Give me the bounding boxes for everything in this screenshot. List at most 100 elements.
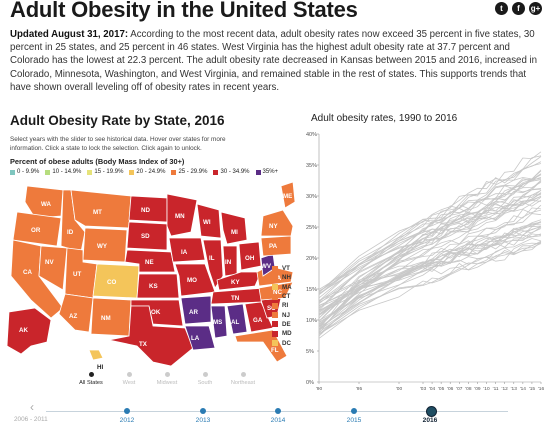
state-series-line <box>318 219 542 322</box>
twitter-icon[interactable]: t <box>495 2 508 15</box>
state-fl[interactable] <box>234 329 288 363</box>
timeline-year-label[interactable]: 2015 <box>346 417 362 424</box>
timeline-year-2013[interactable] <box>200 408 206 414</box>
x-tick-label: '03 <box>420 386 427 392</box>
small-state-item[interactable]: MA <box>272 283 292 292</box>
y-tick-label: 40% <box>306 132 317 138</box>
state-label: NV <box>45 259 54 266</box>
x-tick-label: '15 <box>529 386 536 392</box>
timeline-year-2014[interactable] <box>275 408 281 414</box>
state-la[interactable] <box>184 325 216 351</box>
us-map[interactable]: WA OR CA NV ID MT WY UT CO AZ NM ND SD N… <box>5 180 295 370</box>
state-series-line <box>318 226 542 328</box>
state-ak[interactable] <box>6 307 52 355</box>
legend-item: 10 - 14.9% <box>45 169 81 175</box>
x-tick-label: '16 <box>538 386 545 392</box>
state-tx[interactable] <box>108 305 194 367</box>
state-ar[interactable] <box>180 295 212 325</box>
legend-item: 25 - 29.9% <box>171 169 207 175</box>
state-series-line <box>318 233 542 303</box>
region-south[interactable]: South <box>186 372 224 386</box>
state-label: PA <box>269 243 278 250</box>
y-tick-label: 30% <box>306 194 317 200</box>
region-all-states[interactable]: All States <box>72 372 110 386</box>
state-label: UT <box>73 271 81 278</box>
map-instructions: Select years with the slider to see hist… <box>10 136 226 152</box>
state-mt[interactable] <box>70 189 132 229</box>
state-oh[interactable] <box>238 241 262 271</box>
state-ks[interactable] <box>136 273 180 299</box>
map-legend: 0 - 9.9% 10 - 14.9% 15 - 19.9% 20 - 24.9… <box>10 169 278 175</box>
region-west[interactable]: West <box>110 372 148 386</box>
state-hi[interactable] <box>88 349 104 361</box>
social-links: t f g+ <box>495 2 542 15</box>
google-plus-icon[interactable]: g+ <box>529 2 542 15</box>
state-label: OR <box>31 227 41 234</box>
state-label: ND <box>141 207 150 214</box>
state-label: MO <box>187 277 197 284</box>
state-wi[interactable] <box>196 203 222 239</box>
small-state-item[interactable]: RI <box>272 301 292 310</box>
small-state-item[interactable]: VT <box>272 264 292 273</box>
state-series-line <box>318 199 542 292</box>
state-nm[interactable] <box>90 297 132 337</box>
timeline-year-2012[interactable] <box>124 408 130 414</box>
state-me[interactable] <box>280 181 295 209</box>
state-label: OH <box>245 255 255 262</box>
state-mo[interactable] <box>174 263 216 297</box>
facebook-icon[interactable]: f <box>512 2 525 15</box>
state-pa[interactable] <box>260 235 292 257</box>
state-mn[interactable] <box>166 193 198 237</box>
obesity-trend-chart[interactable]: 0% 5% 10% 15% 20% 25% 30% 35% 40% '90 '95 '00 '03'04… <box>305 128 545 394</box>
state-nv[interactable] <box>38 245 68 291</box>
x-tick-label: '09 <box>474 386 481 392</box>
state-series-line <box>318 188 542 322</box>
state-label: IL <box>209 255 215 262</box>
state-label: NY <box>269 223 278 230</box>
state-sd[interactable] <box>126 221 168 251</box>
x-tick-label: '10 <box>483 386 490 392</box>
x-tick-label: '00 <box>396 386 403 392</box>
state-label: WV <box>261 263 272 270</box>
state-ia[interactable] <box>168 237 206 263</box>
y-tick-label: 35% <box>306 163 317 169</box>
state-series-line <box>318 221 542 339</box>
state-ms[interactable] <box>210 305 228 339</box>
state-label: WY <box>97 243 108 250</box>
state-ga[interactable] <box>244 301 274 333</box>
state-label: AL <box>231 319 239 326</box>
state-label: ME <box>283 193 292 200</box>
timeline-year-label[interactable]: 2013 <box>195 417 211 424</box>
state-az[interactable] <box>58 293 94 333</box>
chart-title: Adult obesity rates, 1990 to 2016 <box>311 113 458 124</box>
state-label: NM <box>101 315 111 322</box>
timeline-year-label[interactable]: 2014 <box>270 417 286 424</box>
x-tick-label: '12 <box>502 386 509 392</box>
state-mi[interactable] <box>220 211 248 245</box>
timeline-year-label[interactable]: 2012 <box>119 417 135 424</box>
state-al[interactable] <box>226 303 248 335</box>
small-state-item[interactable]: CT <box>272 292 292 301</box>
region-northeast[interactable]: Northeast <box>224 372 262 386</box>
region-midwest[interactable]: Midwest <box>148 372 186 386</box>
timeline-first-label[interactable]: 2006 - 2011 <box>14 416 48 423</box>
legend-item: 30 - 34.9% <box>213 169 250 175</box>
x-tick-label: '05 <box>438 386 445 392</box>
small-state-item[interactable]: NJ <box>272 310 292 319</box>
small-state-item[interactable]: NH <box>272 273 292 282</box>
small-state-item[interactable]: DC <box>272 338 292 347</box>
state-series-line <box>318 176 542 302</box>
state-or[interactable] <box>12 211 62 247</box>
timeline-year-2016[interactable] <box>425 406 437 417</box>
state-label: FL <box>271 347 279 354</box>
timeline-year-label[interactable]: 2016 <box>422 417 438 424</box>
state-label: LA <box>191 335 200 342</box>
timeline-year-2015[interactable] <box>351 408 357 414</box>
state-ny[interactable] <box>260 209 294 237</box>
x-tick-label: '11 <box>493 386 499 392</box>
small-state-item[interactable]: MD <box>272 329 292 338</box>
small-state-item[interactable]: DE <box>272 320 292 329</box>
chevron-left-icon[interactable]: ‹ <box>30 400 34 414</box>
state-nc[interactable] <box>258 281 294 301</box>
state-label: TN <box>231 295 240 302</box>
